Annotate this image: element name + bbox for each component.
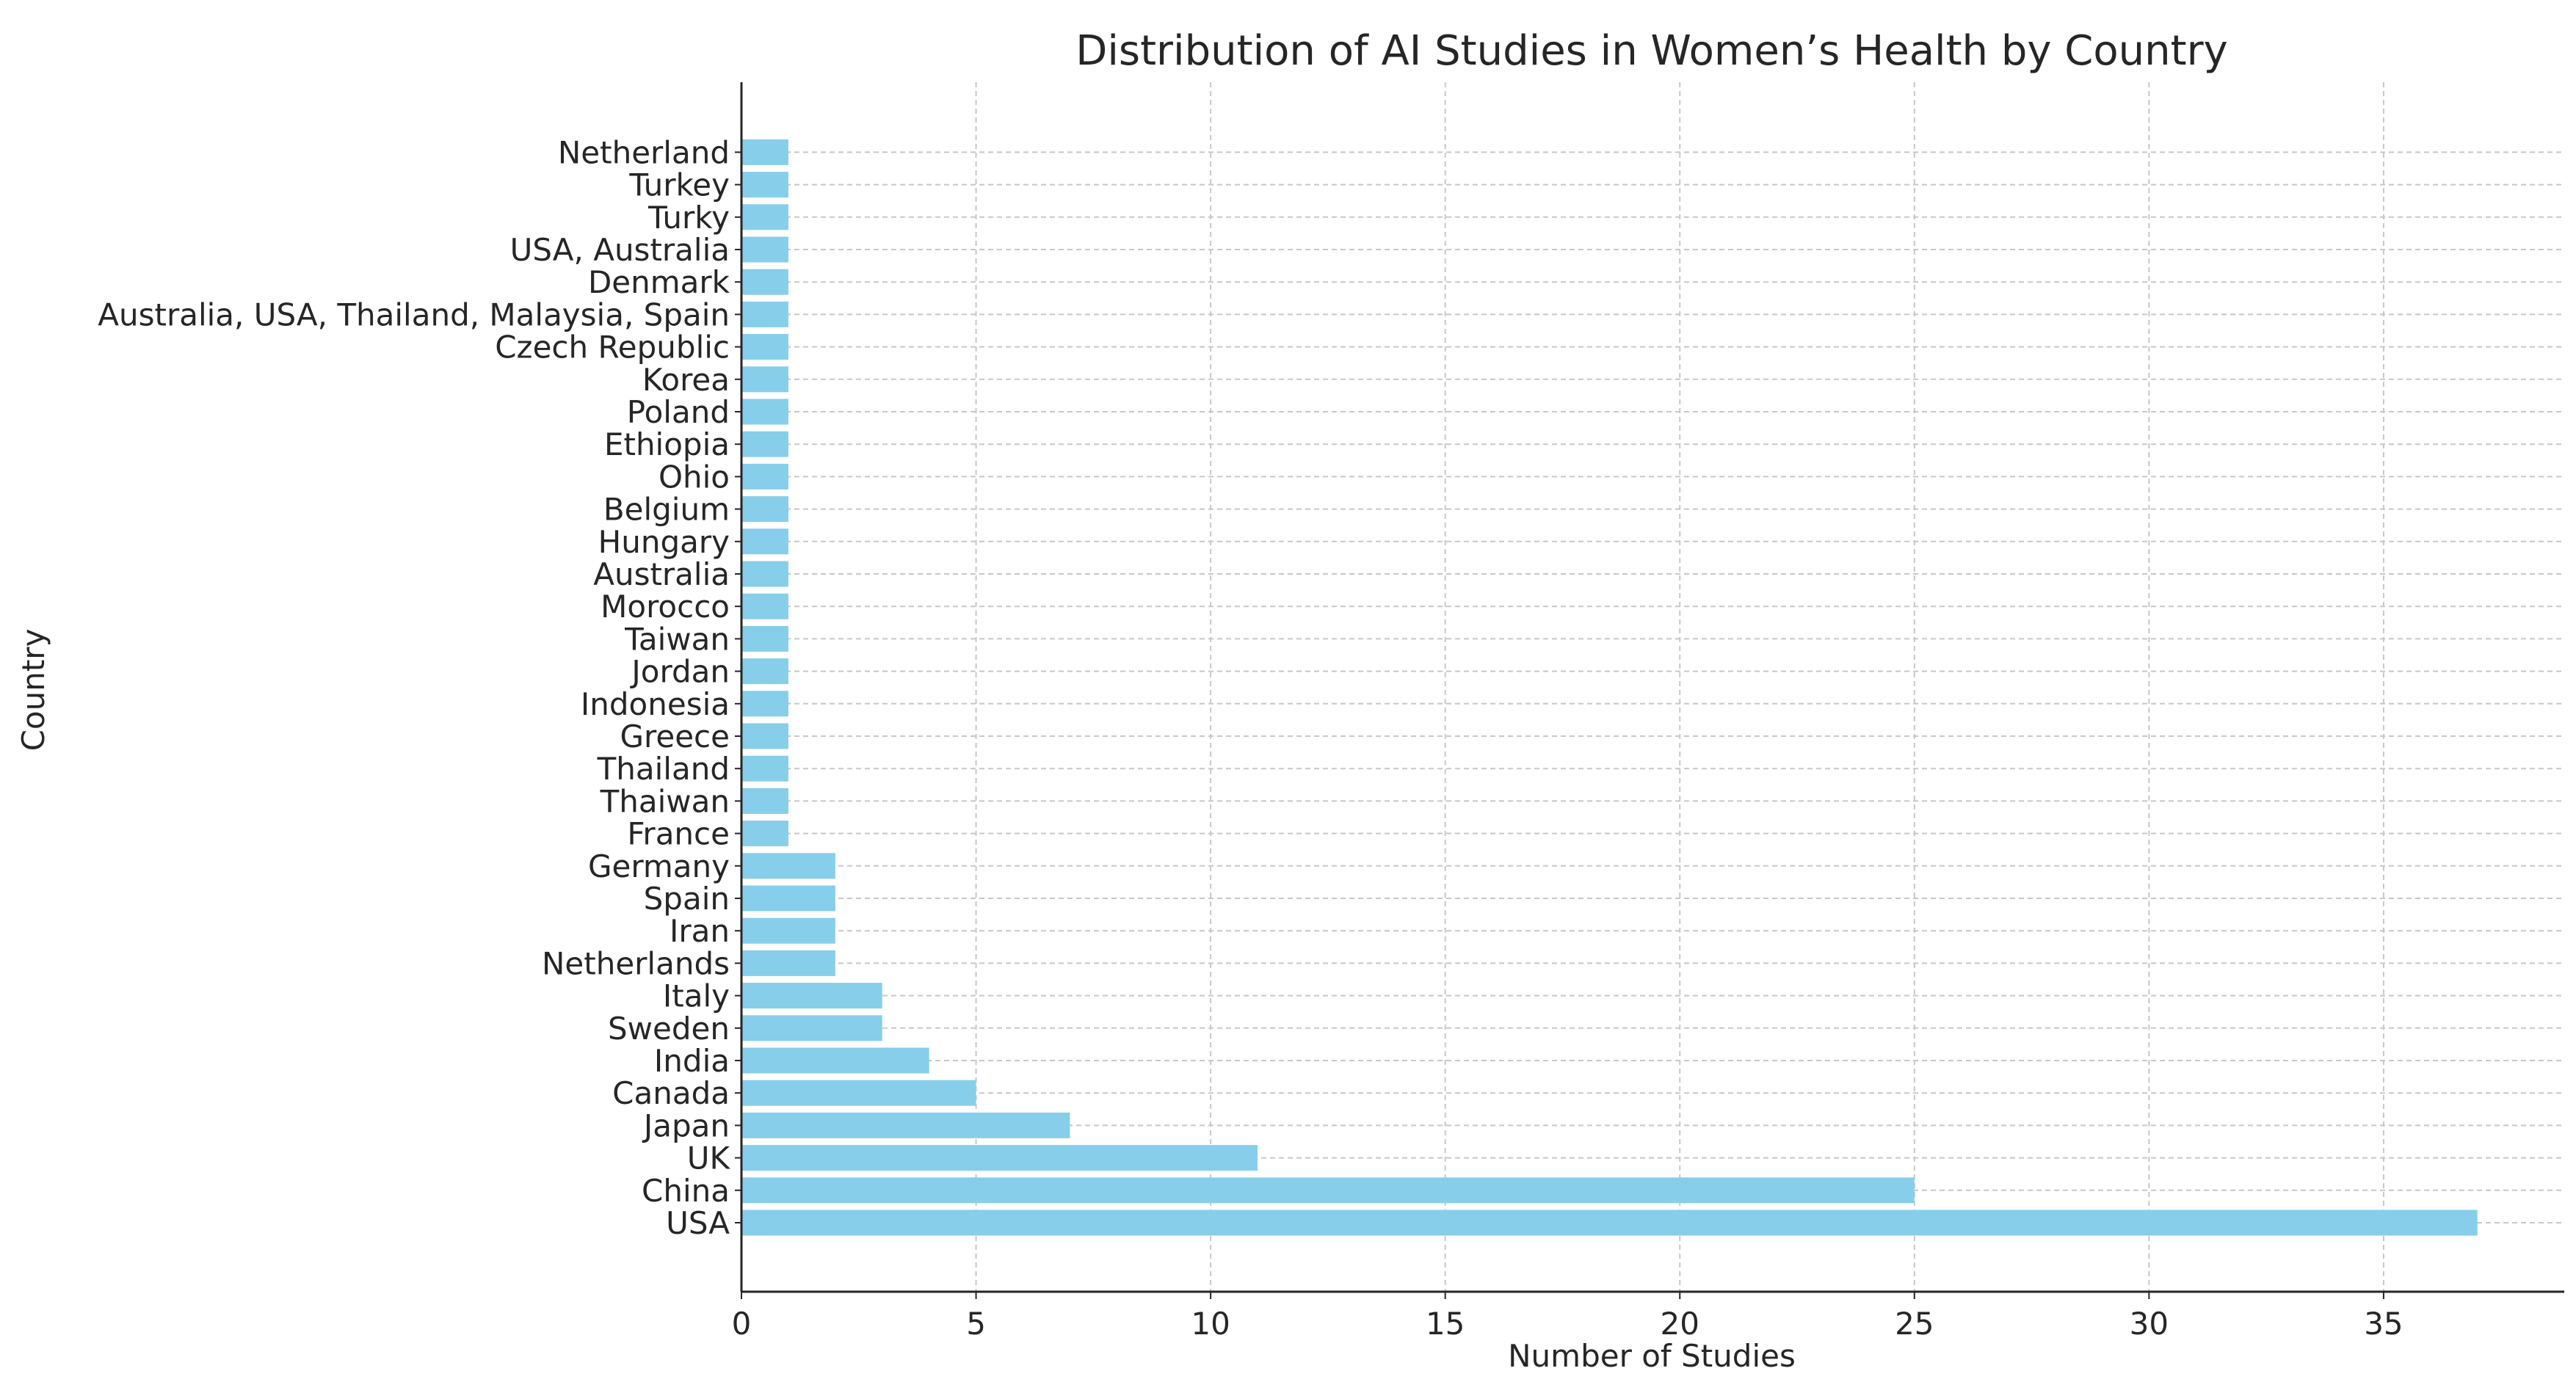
y-tick-label: Spain [644, 881, 730, 917]
bar [741, 172, 788, 198]
y-tick-label: Morocco [601, 589, 730, 625]
bar [741, 885, 835, 912]
bar [741, 431, 788, 457]
y-tick-label: Canada [612, 1075, 730, 1111]
x-tick-label: 10 [1191, 1306, 1230, 1342]
bar [741, 625, 788, 652]
bar [741, 204, 788, 230]
y-tick-label: China [642, 1173, 730, 1209]
y-tick-label: Taiwan [624, 621, 730, 657]
bar [741, 1210, 2478, 1236]
x-tick-label: 0 [732, 1306, 752, 1342]
y-tick-labels: USAChinaUKJapanCanadaIndiaSwedenItalyNet… [98, 134, 741, 1241]
y-tick-label: Netherlands [542, 945, 730, 981]
x-tick-labels: 0 5 10 15 20 25 30 35 [732, 1292, 2403, 1342]
bar [741, 593, 788, 619]
y-axis-title: Country [15, 629, 51, 752]
bar [741, 658, 788, 685]
y-tick-label: Greece [620, 719, 730, 754]
x-tick-label: 20 [1661, 1306, 1699, 1342]
grid-layer [741, 82, 2564, 1292]
x-tick-label: 15 [1426, 1306, 1465, 1342]
bar [741, 723, 788, 749]
bar [741, 853, 835, 879]
bar [741, 983, 882, 1009]
y-tick-label: Poland [627, 394, 730, 430]
bar [741, 788, 788, 814]
y-tick-label: Indonesia [581, 686, 730, 722]
y-tick-label: USA, Australia [510, 232, 730, 268]
bar [741, 236, 788, 263]
axes-layer [740, 82, 2564, 1293]
bar [741, 917, 835, 944]
y-tick-label: Turky [647, 200, 730, 236]
y-tick-label: UK [687, 1141, 731, 1176]
x-tick-label: 5 [966, 1306, 986, 1342]
bar [741, 269, 788, 295]
y-tick-label: Korea [642, 362, 730, 398]
y-tick-label: Netherland [558, 134, 730, 170]
bar [741, 139, 788, 165]
bar [741, 1177, 1915, 1204]
y-tick-label: Turkey [628, 167, 730, 203]
x-axis-title: Number of Studies [1508, 1338, 1796, 1374]
y-tick-label: Ethiopia [604, 426, 730, 462]
y-tick-label: Sweden [608, 1011, 730, 1047]
bar [741, 1145, 1258, 1171]
bar [741, 1112, 1070, 1138]
x-tick-label: 25 [1895, 1306, 1934, 1342]
y-tick-label: Australia, USA, Thailand, Malaysia, Spai… [98, 297, 730, 332]
bar [741, 821, 788, 847]
y-tick-label: Thaiwan [600, 783, 730, 819]
y-tick-label: Czech Republic [495, 330, 730, 365]
bars-layer [741, 139, 2478, 1236]
bar [741, 755, 788, 782]
y-tick-label: USA [666, 1205, 730, 1241]
y-tick-label: France [627, 816, 730, 852]
y-tick-label: Australia [593, 556, 730, 592]
bar [741, 950, 835, 976]
bar [741, 1047, 929, 1074]
bar [741, 1080, 976, 1106]
bar [741, 301, 788, 327]
bar [741, 463, 788, 490]
y-tick-label: Japan [642, 1108, 730, 1143]
chart-title: Distribution of AI Studies in Women’s He… [1075, 27, 2228, 75]
x-tick-label: 35 [2364, 1306, 2403, 1342]
y-tick-label: Belgium [603, 492, 730, 528]
y-tick-label: Italy [663, 978, 730, 1014]
y-tick-label: Germany [588, 848, 730, 884]
bar [741, 399, 788, 425]
bar [741, 528, 788, 555]
y-tick-label: Jordan [629, 654, 730, 690]
bar [741, 561, 788, 587]
bar [741, 366, 788, 393]
y-tick-label: Thailand [597, 751, 730, 787]
y-tick-label: Ohio [658, 459, 730, 495]
bar [741, 334, 788, 360]
x-tick-label: 30 [2130, 1306, 2169, 1342]
y-tick-label: Iran [670, 913, 730, 949]
bar [741, 1015, 882, 1041]
y-tick-label: Hungary [598, 524, 730, 560]
y-tick-label: Denmark [588, 264, 730, 300]
y-tick-label: India [654, 1043, 730, 1079]
bar [741, 496, 788, 523]
bar [741, 691, 788, 717]
